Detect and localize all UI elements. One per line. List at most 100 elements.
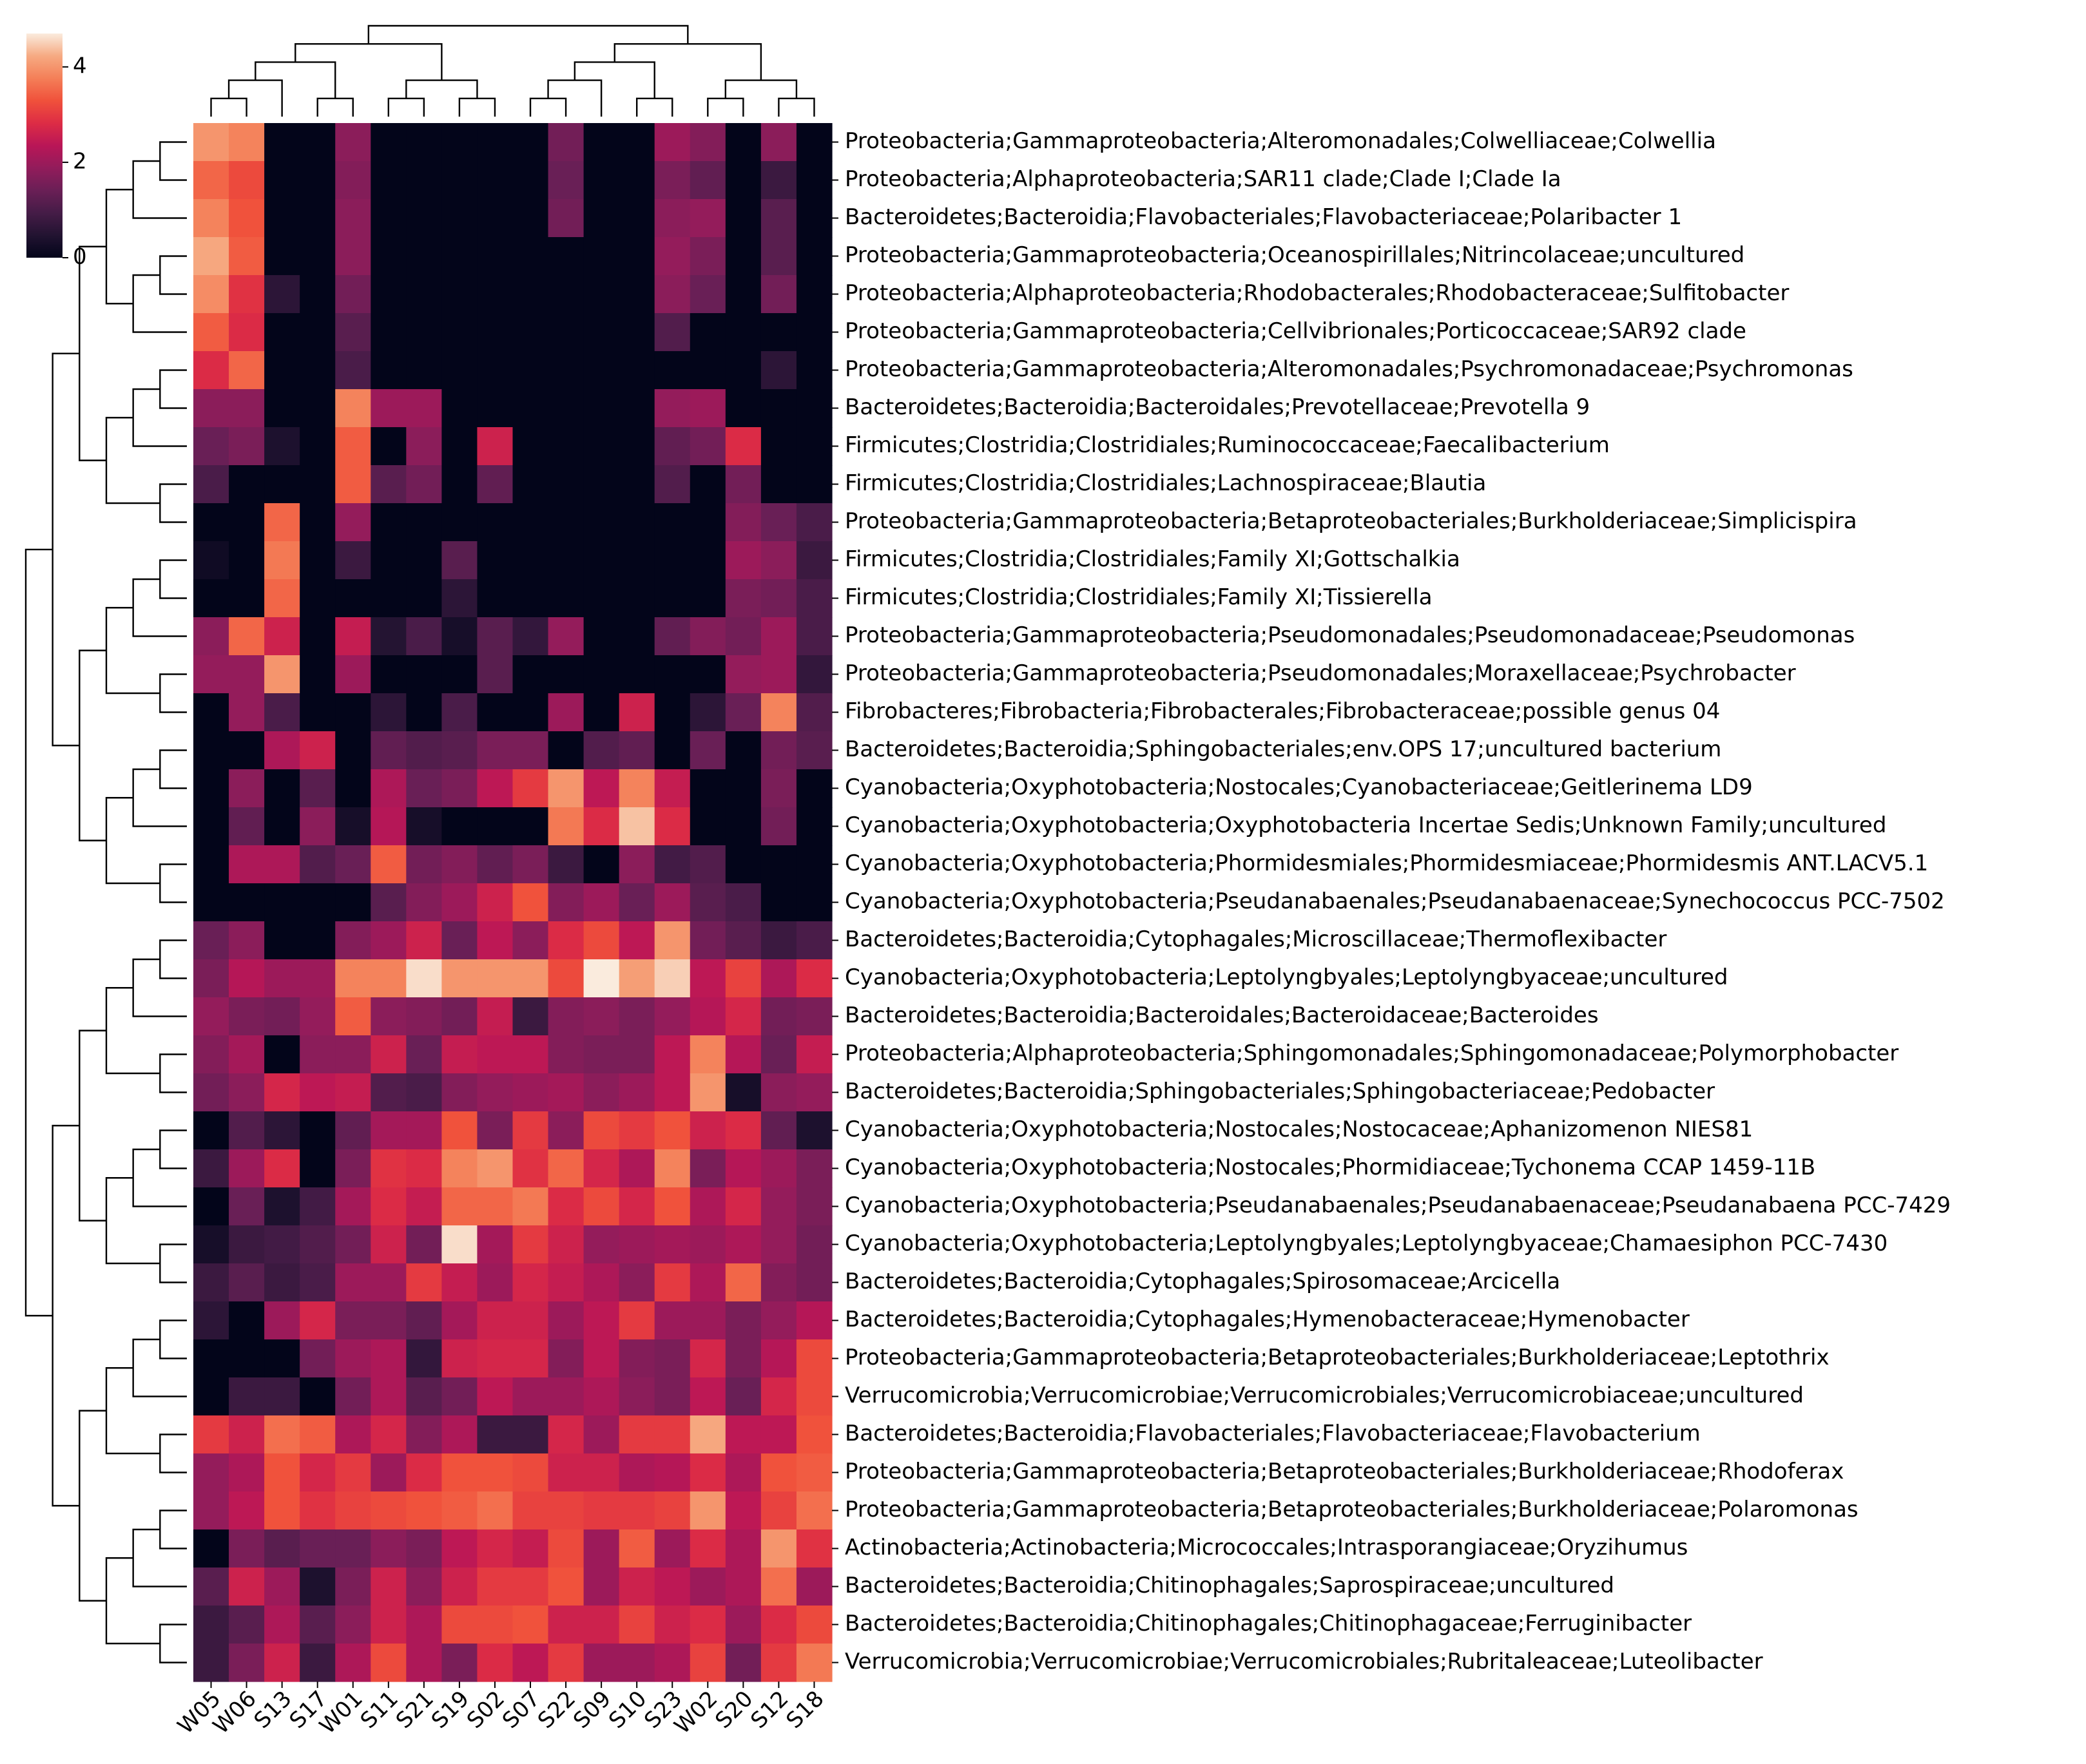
- heatmap-cell: [406, 807, 442, 846]
- heatmap-cell: [619, 1644, 655, 1682]
- heatmap-cell: [583, 1111, 620, 1150]
- heatmap-cell: [583, 199, 620, 238]
- heatmap-cell: [477, 199, 514, 238]
- heatmap-cell: [512, 541, 549, 580]
- heatmap-cell: [264, 1567, 300, 1606]
- heatmap-cell: [796, 1263, 833, 1302]
- heatmap-cell: [300, 465, 336, 504]
- heatmap-cell: [548, 997, 584, 1036]
- heatmap-cell: [264, 807, 300, 846]
- heatmap-cell: [619, 161, 655, 200]
- heatmap-cell: [477, 275, 514, 314]
- heatmap-cell: [619, 1035, 655, 1074]
- heatmap-cell: [371, 503, 407, 542]
- heatmap-cell: [300, 1529, 336, 1568]
- heatmap-cell: [229, 1453, 265, 1492]
- heatmap-cell: [300, 1149, 336, 1188]
- heatmap-cell: [583, 541, 620, 580]
- heatmap-cell: [193, 1529, 229, 1568]
- heatmap-cell: [406, 1111, 442, 1150]
- heatmap-cell: [548, 769, 584, 808]
- heatmap-cell: [193, 693, 229, 732]
- heatmap-cell: [654, 1415, 691, 1454]
- row-label: Cyanobacteria;Oxyphotobacteria;Oxyphotob…: [845, 812, 1886, 838]
- heatmap-cell: [796, 1339, 833, 1378]
- heatmap-cell: [371, 351, 407, 390]
- heatmap-cell: [406, 1149, 442, 1188]
- heatmap-cell: [264, 503, 300, 542]
- heatmap-cell: [725, 1529, 762, 1568]
- heatmap-cell: [725, 1567, 762, 1606]
- heatmap-cell: [335, 579, 371, 618]
- heatmap-cell: [300, 237, 336, 276]
- heatmap-cell: [477, 1491, 514, 1530]
- heatmap-cell: [441, 1529, 478, 1568]
- heatmap-cell: [760, 807, 797, 846]
- heatmap-cell: [512, 237, 549, 276]
- heatmap-cell: [335, 1339, 371, 1378]
- heatmap-cell: [300, 1415, 336, 1454]
- heatmap-cell: [300, 541, 336, 580]
- heatmap-cell: [512, 845, 549, 884]
- heatmap-cell: [690, 807, 726, 846]
- heatmap-cell: [406, 997, 442, 1036]
- heatmap-cell: [796, 541, 833, 580]
- heatmap-cell: [796, 161, 833, 200]
- heatmap-cell: [725, 1149, 762, 1188]
- heatmap-cell: [441, 617, 478, 656]
- heatmap-cell: [441, 1111, 478, 1150]
- heatmap-cell: [512, 1529, 549, 1568]
- heatmap-cell: [229, 199, 265, 238]
- heatmap-cell: [760, 1225, 797, 1264]
- heatmap-cell: [548, 1567, 584, 1606]
- heatmap-cell: [193, 1491, 229, 1530]
- heatmap-cell: [335, 503, 371, 542]
- heatmap-cell: [406, 389, 442, 428]
- heatmap-cell: [654, 1263, 691, 1302]
- heatmap-cell: [619, 1377, 655, 1416]
- heatmap-cell: [335, 1529, 371, 1568]
- heatmap-cell: [654, 199, 691, 238]
- heatmap-cell: [512, 465, 549, 504]
- heatmap-cell: [512, 883, 549, 922]
- heatmap-cell: [229, 807, 265, 846]
- heatmap-cell: [619, 427, 655, 466]
- heatmap-cell: [229, 1377, 265, 1416]
- heatmap-cell: [796, 579, 833, 618]
- heatmap-cell: [690, 1301, 726, 1340]
- heatmap-cell: [760, 1187, 797, 1226]
- heatmap-cell: [583, 845, 620, 884]
- heatmap-cell: [548, 1073, 584, 1112]
- heatmap-cell: [512, 1301, 549, 1340]
- heatmap-cell: [441, 465, 478, 504]
- heatmap-cell: [441, 693, 478, 732]
- heatmap-cell: [335, 1453, 371, 1492]
- heatmap-cell: [229, 1644, 265, 1682]
- heatmap-cell: [300, 693, 336, 732]
- heatmap-cell: [796, 351, 833, 390]
- heatmap-cell: [477, 731, 514, 770]
- heatmap-cell: [512, 921, 549, 960]
- heatmap-cell: [335, 1187, 371, 1226]
- heatmap-cell: [406, 1377, 442, 1416]
- heatmap-cell: [796, 1111, 833, 1150]
- heatmap-cell: [796, 1149, 833, 1188]
- heatmap-cell: [690, 465, 726, 504]
- heatmap-cell: [583, 427, 620, 466]
- row-label: Cyanobacteria;Oxyphotobacteria;Leptolyng…: [845, 964, 1728, 990]
- heatmap-cell: [264, 237, 300, 276]
- heatmap-cell: [441, 1453, 478, 1492]
- heatmap-cell: [619, 1225, 655, 1264]
- heatmap-cell: [193, 731, 229, 770]
- row-label: Cyanobacteria;Oxyphotobacteria;Nostocale…: [845, 1117, 1753, 1142]
- heatmap-cell: [690, 1567, 726, 1606]
- heatmap-cell: [654, 731, 691, 770]
- heatmap-cell: [371, 769, 407, 808]
- heatmap-cell: [229, 617, 265, 656]
- heatmap-cell: [548, 845, 584, 884]
- heatmap-cell: [193, 1263, 229, 1302]
- heatmap-cell: [477, 389, 514, 428]
- heatmap-cell: [583, 807, 620, 846]
- row-label: Cyanobacteria;Oxyphotobacteria;Nostocale…: [845, 774, 1753, 800]
- heatmap-cell: [654, 845, 691, 884]
